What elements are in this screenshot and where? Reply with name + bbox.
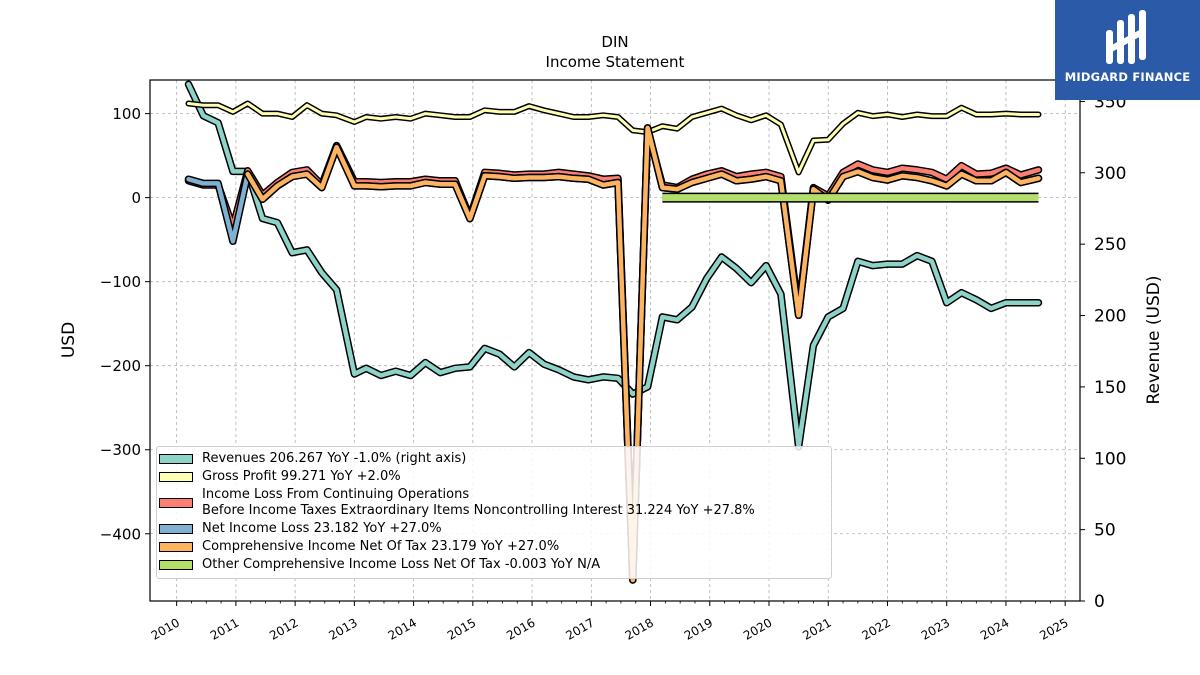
- y-left-tick-label: −200: [100, 357, 141, 375]
- y-right-tick-label: 200: [1094, 307, 1126, 327]
- series-1-line: [187, 102, 1040, 174]
- plot-series: [184, 80, 1043, 584]
- legend-swatch: [159, 542, 193, 552]
- series-0-line: [186, 82, 1041, 450]
- plot-frame: [149, 79, 1081, 602]
- x-tick-label: 2014: [386, 615, 419, 642]
- y-right-tick-label: 300: [1094, 164, 1126, 184]
- y-right-tick-label: 250: [1094, 235, 1126, 255]
- y-left-tick-label: −100: [100, 273, 141, 291]
- x-tick-label: 2025: [1037, 615, 1070, 642]
- x-tick-label: 2024: [978, 615, 1011, 642]
- legend-label: Revenues 206.267 YoY -1.0% (right axis): [202, 451, 467, 466]
- chart-title: DIN: [601, 33, 628, 51]
- legend-label: Gross Profit 99.271 YoY +2.0%: [202, 469, 401, 484]
- logo-text: MIDGARD FINANCE: [1064, 70, 1191, 84]
- x-tick-label: 2022: [860, 615, 893, 642]
- y-axis-left-label: USD: [59, 322, 79, 358]
- logo-mark-icon: [1106, 10, 1146, 64]
- legend-swatch: [159, 472, 193, 482]
- x-tick-label: 2016: [504, 615, 537, 642]
- legend-label: Income Loss From Continuing Operations B…: [202, 487, 755, 518]
- x-tick-label: 2012: [267, 615, 300, 642]
- legend-item: Gross Profit 99.271 YoY +2.0%: [157, 468, 831, 486]
- x-tick-label: 2021: [800, 615, 833, 642]
- legend-item: Other Comprehensive Income Loss Net Of T…: [157, 556, 831, 574]
- legend-item: Net Income Loss 23.182 YoY +27.0%: [157, 520, 831, 538]
- x-tick-label: 2015: [445, 615, 478, 642]
- x-tick-label: 2017: [563, 615, 596, 642]
- y-axis-left: 100 0 −100 −200 −300 −400: [100, 105, 150, 543]
- x-tick-label: 2013: [326, 615, 359, 642]
- x-tick-label: 2023: [919, 615, 952, 642]
- x-tick-label: 2010: [149, 615, 182, 642]
- company-logo: MIDGARD FINANCE: [1055, 0, 1200, 100]
- legend-label: Other Comprehensive Income Loss Net Of T…: [202, 557, 601, 572]
- x-axis: 2010 2011 2012 2013 2014 2015 2016 2017 2018 2019…: [149, 601, 1071, 643]
- series-1-outline: [185, 100, 1042, 176]
- legend-swatch: [159, 454, 193, 464]
- x-tick-label: 2011: [208, 615, 241, 642]
- y-right-tick-label: 100: [1094, 449, 1126, 469]
- legend-swatch: [159, 524, 193, 534]
- y-left-tick-label: −400: [100, 525, 141, 543]
- legend-item: Comprehensive Income Net Of Tax 23.179 Y…: [157, 538, 831, 556]
- legend-item: Revenues 206.267 YoY -1.0% (right axis): [157, 450, 831, 468]
- y-left-tick-label: −300: [100, 441, 141, 459]
- series-4-line: [245, 125, 1041, 583]
- chart-legend: Revenues 206.267 YoY -1.0% (right axis) G…: [156, 446, 832, 579]
- legend-item: Income Loss From Continuing Operations B…: [157, 486, 831, 520]
- x-tick-label: 2020: [741, 615, 774, 642]
- legend-swatch: [159, 498, 193, 508]
- x-tick-label: 2019: [682, 615, 715, 642]
- y-right-tick-label: 0: [1094, 592, 1105, 612]
- legend-label: Net Income Loss 23.182 YoY +27.0%: [202, 521, 442, 536]
- y-right-tick-label: 50: [1094, 521, 1116, 541]
- x-tick-label: 2018: [623, 615, 656, 642]
- y-right-tick-label: 150: [1094, 378, 1126, 398]
- legend-swatch: [159, 560, 193, 570]
- y-left-tick-label: 100: [112, 105, 141, 123]
- y-left-tick-label: 0: [131, 189, 141, 207]
- legend-label: Comprehensive Income Net Of Tax 23.179 Y…: [202, 539, 560, 554]
- y-axis-right-label: Revenue (USD): [1144, 275, 1164, 404]
- chart-subtitle: Income Statement: [546, 53, 685, 71]
